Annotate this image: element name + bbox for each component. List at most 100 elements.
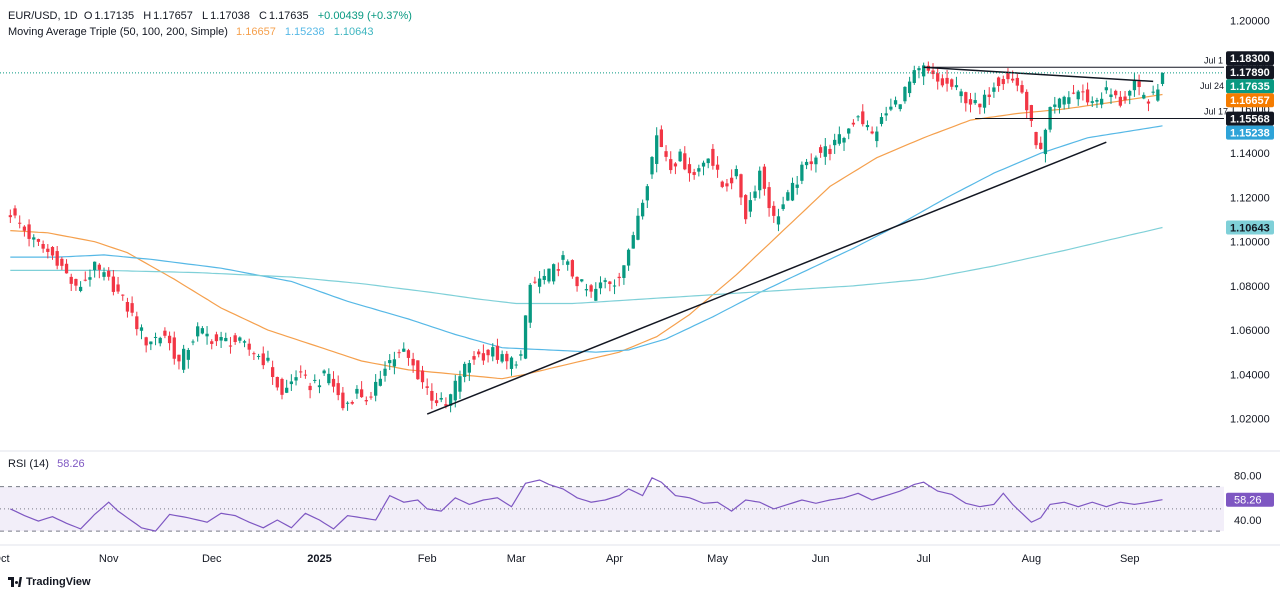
candle-body [603,280,607,282]
candle-body [996,77,1001,87]
candle-body [32,237,36,240]
candle [758,166,762,199]
candle-body [411,358,415,366]
tradingview-logo[interactable]: TradingView [8,576,91,588]
candle-body [1029,105,1034,121]
candle [636,208,640,241]
candle [219,331,223,348]
candle [861,104,865,127]
candle [317,379,322,394]
candle-body [219,337,223,341]
candle [1104,80,1108,94]
price-badge [1226,65,1274,80]
candle [388,354,392,371]
candle [640,199,645,220]
time-tick-label: Oct [0,553,10,565]
candle-body [107,270,111,277]
candle-body [495,345,500,360]
candle [181,344,186,373]
candle-body [500,354,504,362]
candle-body [964,92,968,104]
candle [13,205,17,219]
candle-body [804,161,809,166]
candle [795,175,799,195]
candle [416,360,420,380]
candle [1142,92,1146,100]
candle-body [350,402,354,404]
candle-body [420,370,425,383]
candle-body [626,249,631,266]
candle [734,165,738,180]
candle [1001,75,1005,90]
candle [622,265,626,285]
time-tick-label: May [707,553,728,565]
candle [987,87,991,105]
candle [570,259,575,279]
ma200-value: 1.10643 [333,26,374,38]
candle [744,194,748,224]
price-tick-label: 1.08000 [1230,281,1270,293]
candle-body [978,103,982,108]
candle [1114,89,1118,99]
candle-body [153,336,158,338]
candle-body [842,137,846,143]
candle-body [116,284,120,292]
candle-body [1137,81,1141,88]
candle [355,385,359,399]
candle [847,128,851,140]
candle [762,163,767,196]
candle [491,343,495,362]
rsi-badge [1226,492,1274,507]
low-value: 1.17038 [210,10,250,22]
candle [790,177,795,202]
candle-body [523,315,528,359]
candle [659,125,664,148]
candle-body [1053,104,1057,107]
candle [214,331,219,346]
candle-body [556,269,560,271]
candle [631,231,635,249]
candle [308,382,312,399]
candle [575,276,579,292]
candle [434,392,439,407]
open-label: O [83,10,93,22]
change-value: +0.00439 (+0.37%) [317,10,412,22]
candle [1081,84,1085,101]
time-tick-label: Jun [812,553,830,565]
candle-body [837,134,841,144]
candle [542,269,546,285]
candle [509,356,514,376]
price-tick-label: 1.10000 [1230,237,1270,249]
candle-body [303,374,308,376]
candle [463,361,467,383]
candle [448,393,453,413]
candle-body [233,335,237,343]
candle-body [598,282,603,289]
candle-body [1132,80,1137,91]
candle [1118,91,1123,108]
candle-body [1090,101,1094,103]
candle-body [833,139,837,146]
candle-body [631,235,635,249]
candle-body [954,85,959,88]
candle [729,169,734,190]
candle [1076,89,1080,106]
candle [537,271,542,294]
candle-body [748,200,752,212]
candle [191,339,195,346]
candle [158,336,162,347]
rsi-tick-label: 40.00 [1234,515,1262,527]
candle-body [275,376,279,388]
candle-body [800,164,804,181]
candle [645,183,649,208]
candle-body [256,355,261,357]
candle [369,391,373,400]
candle-body [884,113,888,116]
candle-body [701,162,706,167]
candle-body [650,157,654,175]
candle [907,76,912,98]
candle-body [706,158,710,164]
candle-body [378,378,382,386]
candle-body [388,360,392,364]
